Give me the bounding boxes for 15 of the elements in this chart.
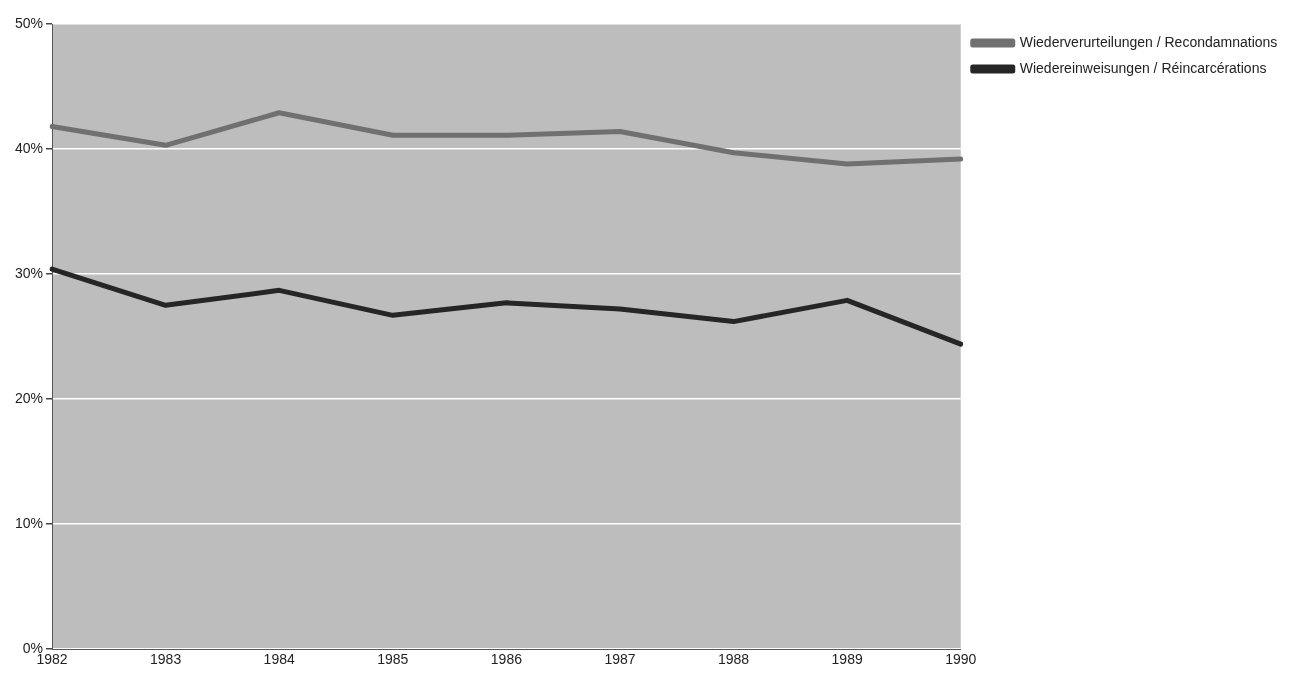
y-tick-label: 20% [14,389,44,406]
x-tick-label: 1986 [490,651,523,668]
y-tick-label: 10% [14,515,44,532]
x-tick-label: 1990 [945,651,977,668]
x-tick-label: 1985 [377,651,409,668]
y-tick-label: 50% [14,14,44,31]
x-tick-label: 1983 [150,651,182,668]
x-tick-label: 1989 [831,651,863,668]
x-tick-label: 1988 [717,651,750,668]
legend-label: Wiederverurteilungen / Recondamnations [1019,33,1278,50]
x-tick-label: 1984 [263,651,295,668]
y-tick-label: 40% [14,139,44,156]
y-tick-label: 30% [14,264,44,281]
x-tick-label: 1987 [604,651,636,668]
legend-label: Wiedereinweisungen / Réincarcérations [1019,59,1267,76]
